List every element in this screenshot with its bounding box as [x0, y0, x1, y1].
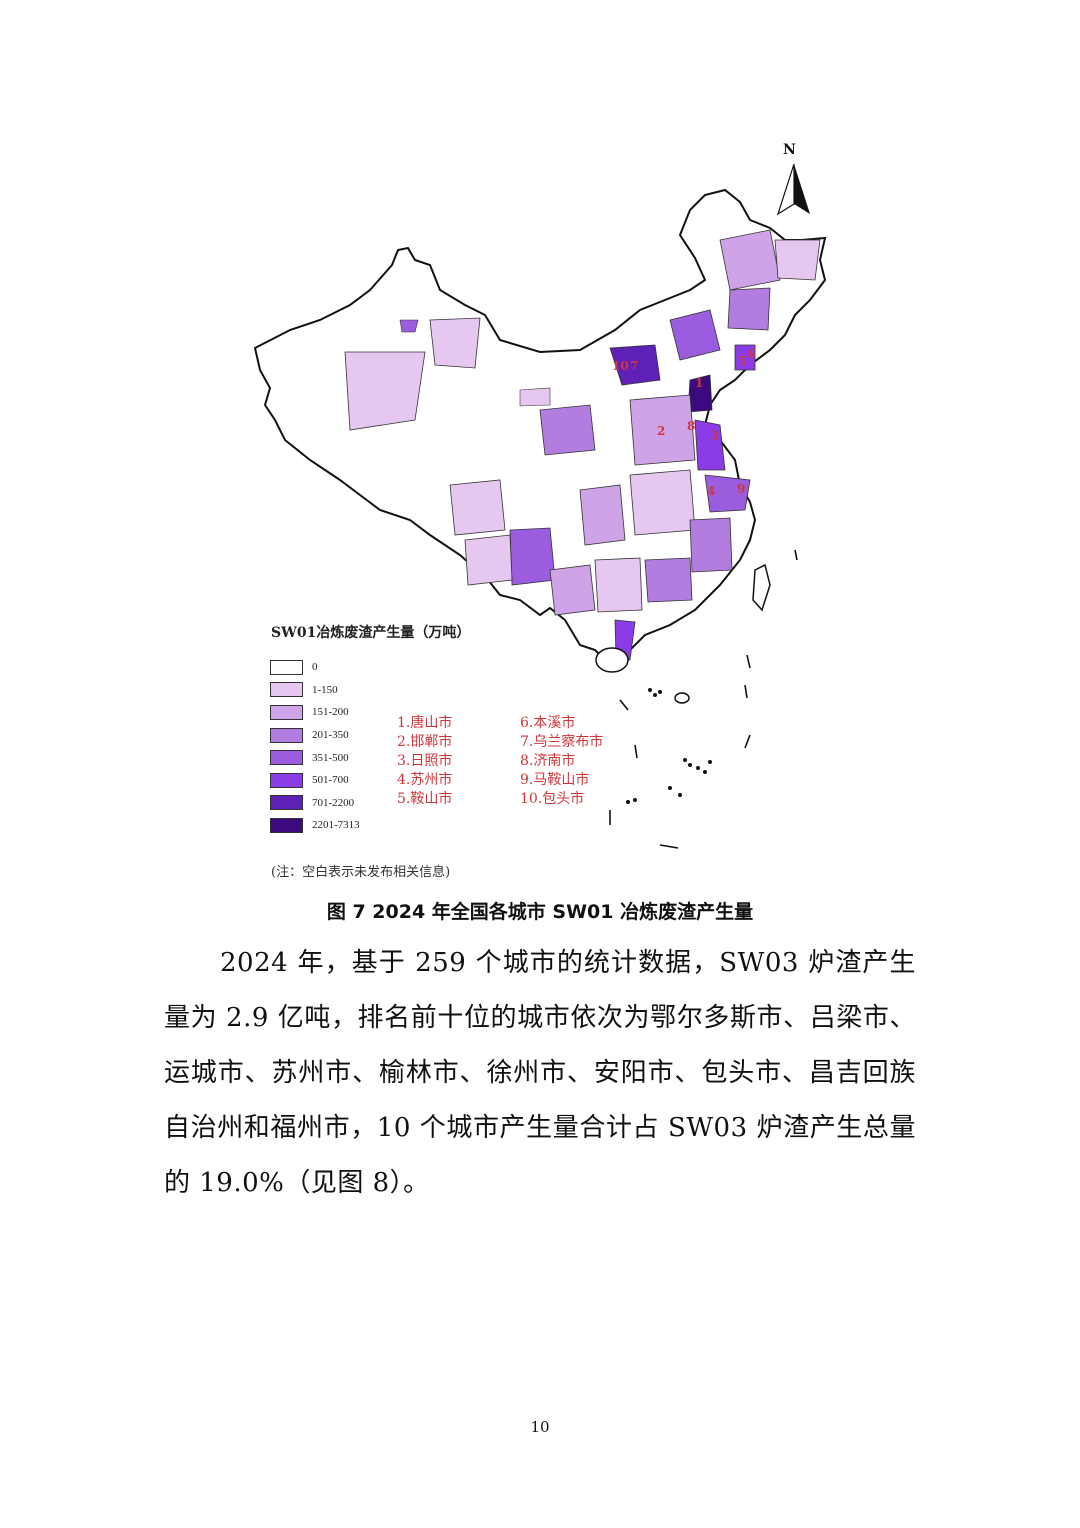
- north-arrow-icon: [776, 163, 810, 216]
- city-list-item: 1.唐山市: [397, 715, 453, 731]
- city-list-item: 7.乌兰察布市: [520, 734, 604, 750]
- legend-label: 701-2200: [312, 796, 355, 809]
- svg-text:3: 3: [710, 429, 718, 443]
- svg-text:9: 9: [737, 482, 745, 496]
- legend-item: 701-2200: [270, 792, 360, 815]
- legend-title: SW01冶炼废渣产生量（万吨）: [271, 625, 471, 641]
- body-paragraph: 2024 年，基于 259 个城市的统计数据，SW03 炉渣产生量为 2.9 亿…: [164, 948, 916, 1198]
- legend-label: 0: [312, 661, 318, 674]
- legend-swatch: [270, 772, 303, 788]
- legend-item: 501-700: [270, 769, 360, 792]
- city-list-item: 6.本溪市: [520, 715, 576, 731]
- legend-label: 351-500: [312, 751, 349, 764]
- china-choropleth-map: 1 2 3 4 5 6 7 8 9 10: [253, 188, 827, 849]
- figure-caption: 图 7 2024 年全国各城市 SW01 冶炼废渣产生量: [326, 901, 754, 923]
- legend-label: 1-150: [312, 683, 338, 696]
- legend: 0 1-150 151-200 201-350 351-500 501-700 701-22…: [270, 656, 360, 837]
- legend-swatch: [270, 659, 303, 675]
- svg-text:7: 7: [630, 359, 638, 373]
- svg-text:1: 1: [695, 376, 703, 390]
- china-map-figure: 1 2 3 4 5 6 7 8 9 10: [250, 140, 830, 880]
- city-list-item: 4.苏州市: [397, 772, 453, 788]
- city-list-left: 1.唐山市 2.邯郸市 3.日照市 4.苏州市 5.鞍山市: [397, 714, 452, 809]
- legend-item: 201-350: [270, 724, 360, 747]
- legend-label: 501-700: [312, 774, 349, 787]
- legend-item: 151-200: [270, 701, 360, 724]
- legend-swatch: [270, 727, 303, 743]
- figure-note: (注：空白表示未发布相关信息): [271, 865, 451, 880]
- legend-swatch: [270, 750, 303, 766]
- city-list-item: 5.鞍山市: [397, 791, 453, 807]
- city-list-item: 3.日照市: [397, 753, 453, 769]
- legend-item: 351-500: [270, 746, 360, 769]
- legend-label: 151-200: [312, 706, 349, 719]
- legend-label: 2201-7313: [312, 819, 360, 832]
- legend-swatch: [270, 795, 303, 811]
- north-label: N: [783, 142, 796, 158]
- svg-text:6: 6: [748, 347, 756, 361]
- city-list-item: 8.济南市: [520, 753, 576, 769]
- city-list-right: 6.本溪市 7.乌兰察布市 8.济南市 9.马鞍山市 10.包头市: [520, 714, 603, 809]
- svg-text:2: 2: [657, 424, 665, 438]
- svg-text:4: 4: [707, 484, 715, 498]
- city-list-item: 9.马鞍山市: [520, 772, 590, 788]
- legend-item: 2201-7313: [270, 814, 360, 837]
- svg-text:5: 5: [738, 354, 746, 368]
- svg-text:8: 8: [687, 419, 695, 433]
- page-number: 10: [530, 1418, 550, 1436]
- city-list-item: 10.包头市: [520, 791, 585, 807]
- legend-swatch: [270, 682, 303, 698]
- legend-swatch: [270, 817, 303, 833]
- legend-item: 1-150: [270, 679, 360, 702]
- legend-label: 201-350: [312, 729, 349, 742]
- legend-swatch: [270, 704, 303, 720]
- legend-item: 0: [270, 656, 360, 679]
- city-list-item: 2.邯郸市: [397, 734, 453, 750]
- svg-text:10: 10: [612, 359, 629, 373]
